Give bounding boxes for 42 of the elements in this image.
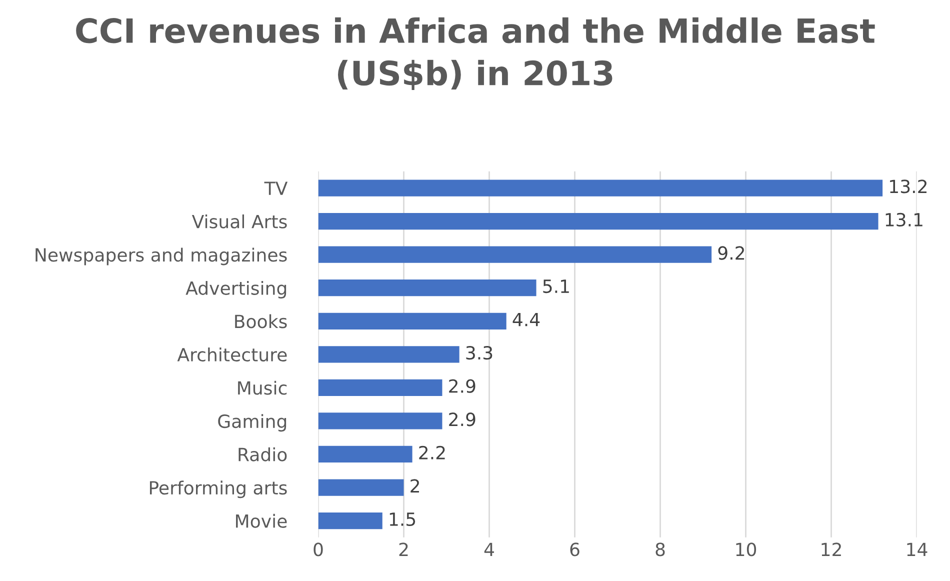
data-label: 2.9: [449, 412, 476, 426]
data-label: 1.5: [390, 512, 416, 526]
x-tick-label: 8: [656, 542, 665, 556]
x-tick-label: 6: [570, 542, 580, 556]
bar: [318, 446, 412, 463]
x-tick-label: 2: [399, 542, 408, 556]
data-label: 5.1: [543, 280, 569, 294]
chart-title: CCI revenues in Africa and the Middle East (US$b) in 2013: [76, 17, 875, 90]
data-label: 3.3: [466, 346, 492, 360]
data-label: 2.9: [449, 379, 476, 393]
bar: [318, 512, 382, 530]
bar: [318, 379, 442, 396]
x-tick-label: 0: [314, 542, 323, 556]
y-tick-label: Newspapers and magazines: [36, 248, 287, 266]
bar: [318, 212, 878, 230]
bar: [318, 412, 442, 430]
y-tick-label: Music: [238, 380, 287, 395]
y-tick-label: Architecture: [177, 348, 287, 362]
y-tick-label: Gaming: [218, 414, 286, 432]
bar: [318, 346, 460, 363]
data-label: 4.4: [512, 312, 540, 326]
y-tick-label: TV: [264, 182, 288, 195]
data-label: 2: [410, 479, 419, 492]
y-tick-label: Performing arts: [150, 480, 287, 498]
data-label: 2.2: [419, 446, 445, 460]
data-label: 9.2: [718, 246, 744, 260]
x-tick-label: 12: [822, 542, 841, 556]
bar: [318, 312, 506, 330]
x-tick-label: 14: [907, 542, 928, 556]
bar: [318, 479, 404, 496]
y-tick-label: Books: [235, 314, 287, 328]
y-tick-label: Movie: [236, 514, 287, 528]
bar: [318, 246, 712, 263]
y-tick-label: Advertising: [186, 281, 286, 298]
y-tick-label: Radio: [238, 447, 287, 462]
data-label: 13.2: [890, 180, 926, 194]
y-tick-label: Visual Arts: [192, 214, 287, 228]
bar: [318, 180, 883, 196]
x-tick-label: 4: [484, 542, 494, 556]
x-tick-label: 10: [736, 542, 756, 556]
bar: [318, 280, 536, 296]
data-label: 13.1: [886, 212, 922, 227]
